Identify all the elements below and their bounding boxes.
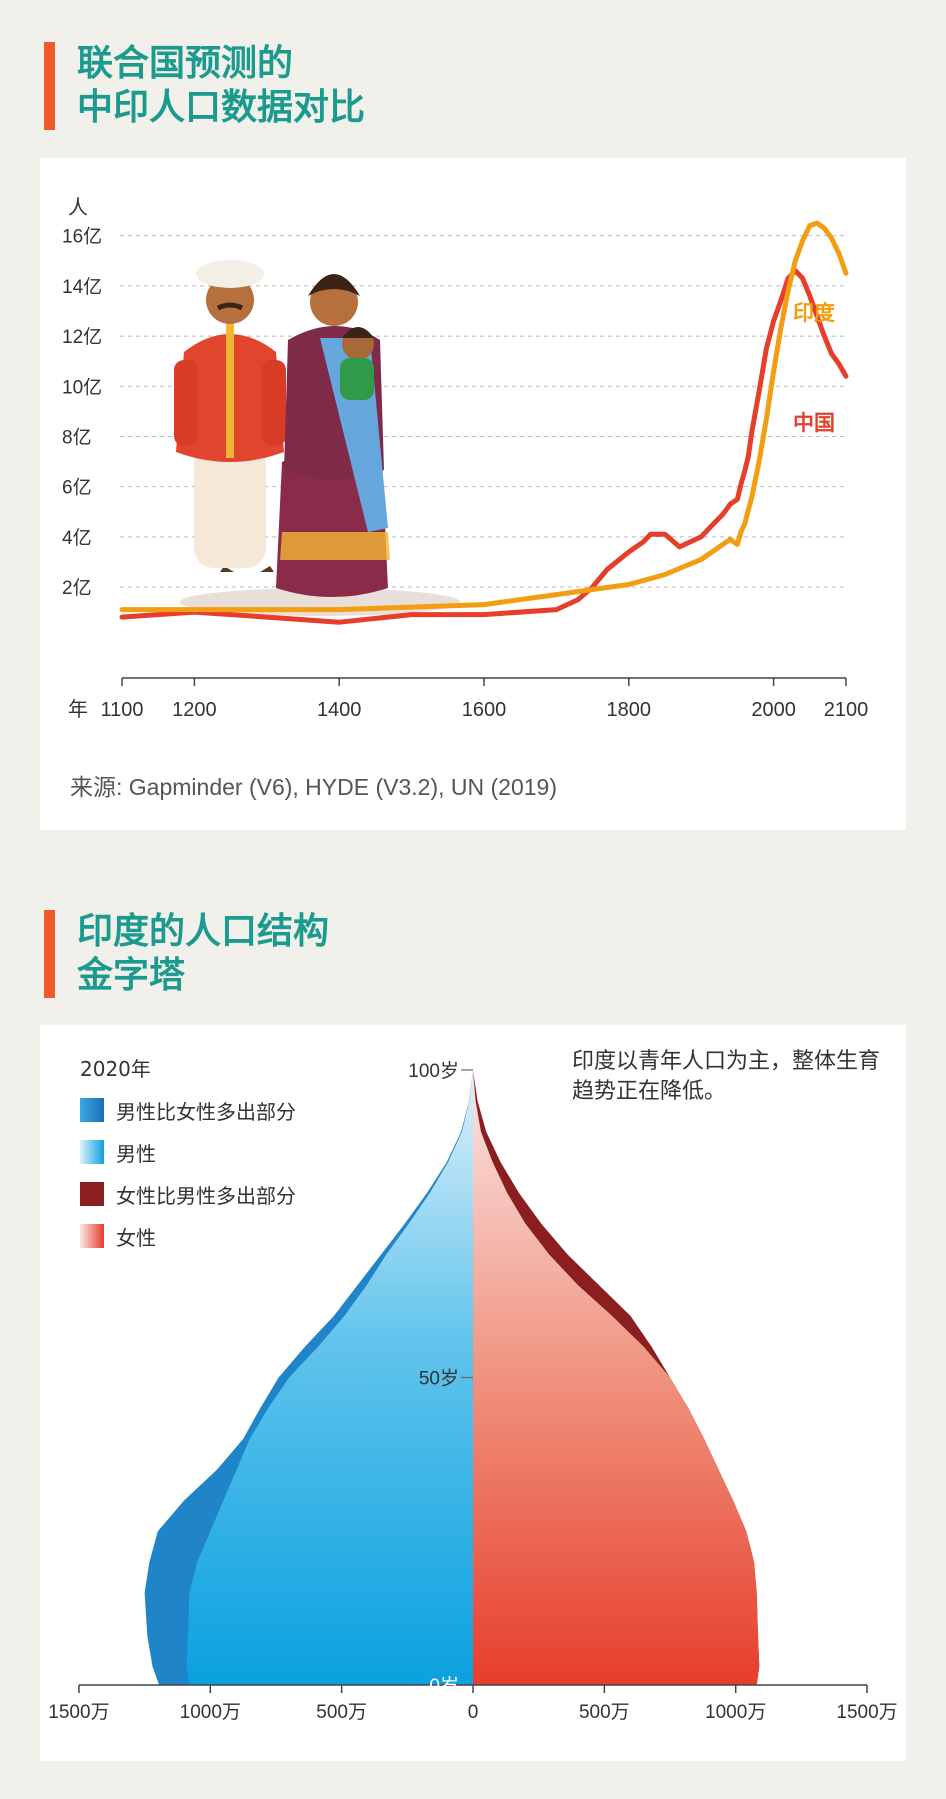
legend-swatch-male xyxy=(80,1140,104,1164)
x-tick-label: 1200 xyxy=(172,699,217,721)
chart-source: 来源: Gapminder (V6), HYDE (V3.2), UN (201… xyxy=(70,774,557,800)
age-tick-label: 0岁 xyxy=(429,1675,459,1697)
legend-label: 女性 xyxy=(116,1225,156,1250)
man-figure xyxy=(174,260,286,572)
x-tick-label: 500万 xyxy=(316,1702,367,1723)
line-chart-panel: 中国 印度 2亿 4亿 6亿 8亿 10亿 12亿 14亿 16亿 人 1100 1200 1400 16… xyxy=(40,158,906,830)
legend-label: 女性比男性多出部分 xyxy=(116,1183,296,1208)
age-tick-label: 50岁 xyxy=(419,1368,459,1390)
y-tick-label: 6亿 xyxy=(62,477,92,499)
series-label: 印度 xyxy=(793,301,835,325)
legend-swatch-female xyxy=(80,1224,104,1248)
x-tick-label: 1400 xyxy=(317,699,362,721)
pyramid-legend: 2020年 男性比女性多出部分 男性 女性比男性多出部分 女性 xyxy=(80,1053,296,1266)
x-tick-label: 2100 xyxy=(824,699,869,721)
legend-item-female: 女性 xyxy=(80,1224,296,1250)
section-title-population-pyramid: 印度的人口结构 金字塔 xyxy=(44,910,329,998)
title-line-2: 金字塔 xyxy=(77,955,186,996)
x-tick-label: 1000万 xyxy=(180,1702,241,1723)
series-line-india xyxy=(119,220,849,613)
x-tick-label: 1800 xyxy=(607,699,652,721)
legend-swatch-male-excess xyxy=(80,1098,104,1122)
legend-item-male-excess: 男性比女性多出部分 xyxy=(80,1098,296,1124)
x-tick-label: 500万 xyxy=(579,1702,630,1723)
y-tick-label: 16亿 xyxy=(62,226,102,248)
x-tick-label: 2000 xyxy=(751,699,796,721)
x-tick-label: 1600 xyxy=(462,699,507,721)
section-title-population-comparison: 联合国预测的 中印人口数据对比 xyxy=(44,42,365,130)
male-area xyxy=(186,1070,473,1685)
x-axis-label: 年 xyxy=(68,697,88,721)
y-tick-label: 10亿 xyxy=(62,376,102,398)
title-line-1: 印度的人口结构 xyxy=(77,911,330,952)
pyramid-chart-panel: 1500万 1000万 500万 0 500万 1000万 1500万 0岁 50岁 100岁 2… xyxy=(40,1025,906,1761)
pyramid-note: 印度以青年人口为主，整体生育趋势正在降低。 xyxy=(572,1049,881,1104)
x-tick-label: 1500万 xyxy=(48,1702,109,1723)
y-tick-label: 8亿 xyxy=(62,426,92,448)
y-tick-label: 14亿 xyxy=(62,276,102,298)
legend-year: 2020年 xyxy=(80,1057,151,1081)
y-axis-label: 人 xyxy=(68,195,88,219)
x-tick-label: 1000万 xyxy=(705,1702,766,1723)
legend-label: 男性 xyxy=(116,1141,156,1166)
legend-item-female-excess: 女性比男性多出部分 xyxy=(80,1182,296,1208)
title-line-1: 联合国预测的 xyxy=(77,43,294,84)
title-line-2: 中印人口数据对比 xyxy=(77,87,366,128)
pyramid-chart: 1500万 1000万 500万 0 500万 1000万 1500万 0岁 50岁 100岁 xyxy=(48,1060,897,1723)
female-area xyxy=(473,1070,760,1685)
y-tick-label: 4亿 xyxy=(62,527,92,549)
series-label: 中国 xyxy=(793,411,835,435)
x-tick-label: 1500万 xyxy=(836,1702,897,1723)
legend-swatch-female-excess xyxy=(80,1182,104,1206)
age-tick-label: 100岁 xyxy=(408,1060,459,1082)
series-line-china xyxy=(119,268,849,625)
line-chart: 中国 印度 2亿 4亿 6亿 8亿 10亿 12亿 14亿 16亿 人 1100 1200 1400 16… xyxy=(62,195,869,721)
legend-item-male: 男性 xyxy=(80,1140,296,1166)
woman-figure xyxy=(276,274,390,597)
family-illustration xyxy=(174,260,460,616)
y-tick-label: 12亿 xyxy=(62,326,102,348)
legend-label: 男性比女性多出部分 xyxy=(116,1099,296,1124)
y-tick-label: 2亿 xyxy=(62,577,92,599)
x-tick-label: 0 xyxy=(468,1702,479,1723)
x-tick-label: 1100 xyxy=(100,699,143,721)
